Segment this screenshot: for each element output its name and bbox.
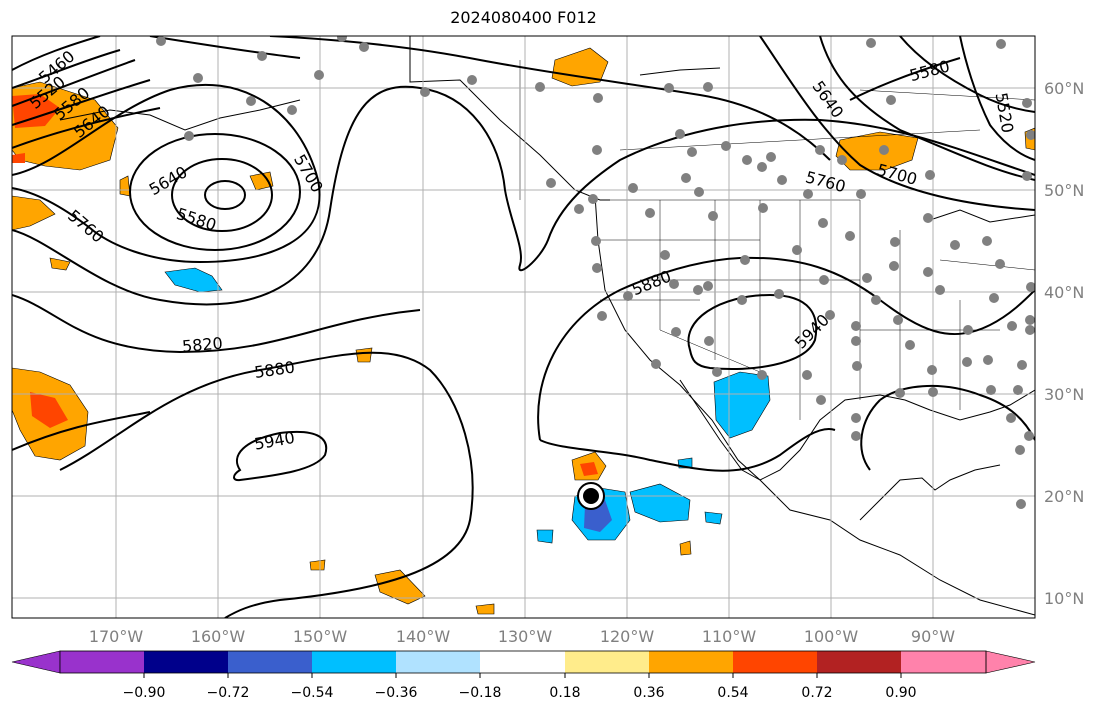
latitude-label: 40°N [1044,283,1084,302]
longitude-label: 100°W [804,627,859,646]
colorbar-bin [480,651,566,673]
colorbar-tick-label: −0.90 [123,685,166,701]
station-markers [156,36,1035,509]
colorbar-bin [649,651,734,673]
colorbar-bin [817,651,902,673]
latitude-label: 20°N [1044,487,1084,506]
latitude-label: 10°N [1044,589,1084,608]
contour-label: 5640 [146,162,191,199]
contour-label: 5820 [181,333,223,355]
contour-label: 5580 [907,56,951,85]
colorbar-low-extension [11,650,61,674]
longitude-label: 130°W [498,627,553,646]
colorbar-tick-label: −0.54 [291,685,334,701]
longitude-label: 170°W [89,627,144,646]
height-contours [12,36,1035,618]
negative-anomaly-shading [164,267,771,544]
longitude-label: 150°W [293,627,348,646]
map-title: 2024080400 F012 [450,8,597,27]
contour-label: 5940 [253,428,296,454]
colorbar-bin [901,651,987,673]
colorbar-bin [396,651,481,673]
latitude-label: 30°N [1044,385,1084,404]
colorbar-bin [228,651,313,673]
latitude-axis: 60°N 50°N 40°N 30°N 20°N 10°N [1044,79,1084,608]
longitude-label: 120°W [600,627,655,646]
colorbar-tick-label: −0.18 [459,685,502,701]
colorbar-tick-label: −0.72 [207,685,250,701]
colorbar-tick-label: 0.18 [549,685,580,701]
colorbar-frame [59,650,987,674]
colorbar-bin [733,651,818,673]
longitude-label: 140°W [396,627,451,646]
contour-label: 5760 [64,206,107,247]
colorbar-tick-label: 0.36 [633,685,664,701]
colorbar-bin [144,651,229,673]
colorbar-bin [60,651,145,673]
contour-label: 5580 [174,204,219,235]
positive-anomaly-shading [12,47,1035,615]
colorbar-tick-label: −0.36 [375,685,418,701]
contour-label: 5520 [991,91,1017,134]
contour-label: 5880 [629,266,674,299]
colorbar-tick-label: 0.54 [717,685,748,701]
contour-label: 5700 [875,160,919,189]
map-frame [11,35,1036,619]
latitude-label: 50°N [1044,181,1084,200]
longitude-label: 90°W [911,627,955,646]
colorbar-bin [565,651,650,673]
colorbar: −0.90 −0.72 −0.54 −0.36 −0.18 0.18 0.36 … [11,650,1036,701]
gridlines [12,36,1035,618]
colorbar-tick-label: 0.90 [885,685,916,701]
colorbar-high-extension [985,650,1036,674]
longitude-label: 160°W [191,627,246,646]
state-borders [519,60,1035,420]
colorbar-tick-label: 0.72 [801,685,832,701]
tropical-cyclone-icon [577,482,605,510]
longitude-axis: 170°W 160°W 150°W 140°W 130°W 120°W 110°… [89,627,955,646]
latitude-label: 60°N [1044,79,1084,98]
colorbar-bin [312,651,397,673]
longitude-label: 110°W [702,627,757,646]
contour-label: 5880 [253,357,296,381]
